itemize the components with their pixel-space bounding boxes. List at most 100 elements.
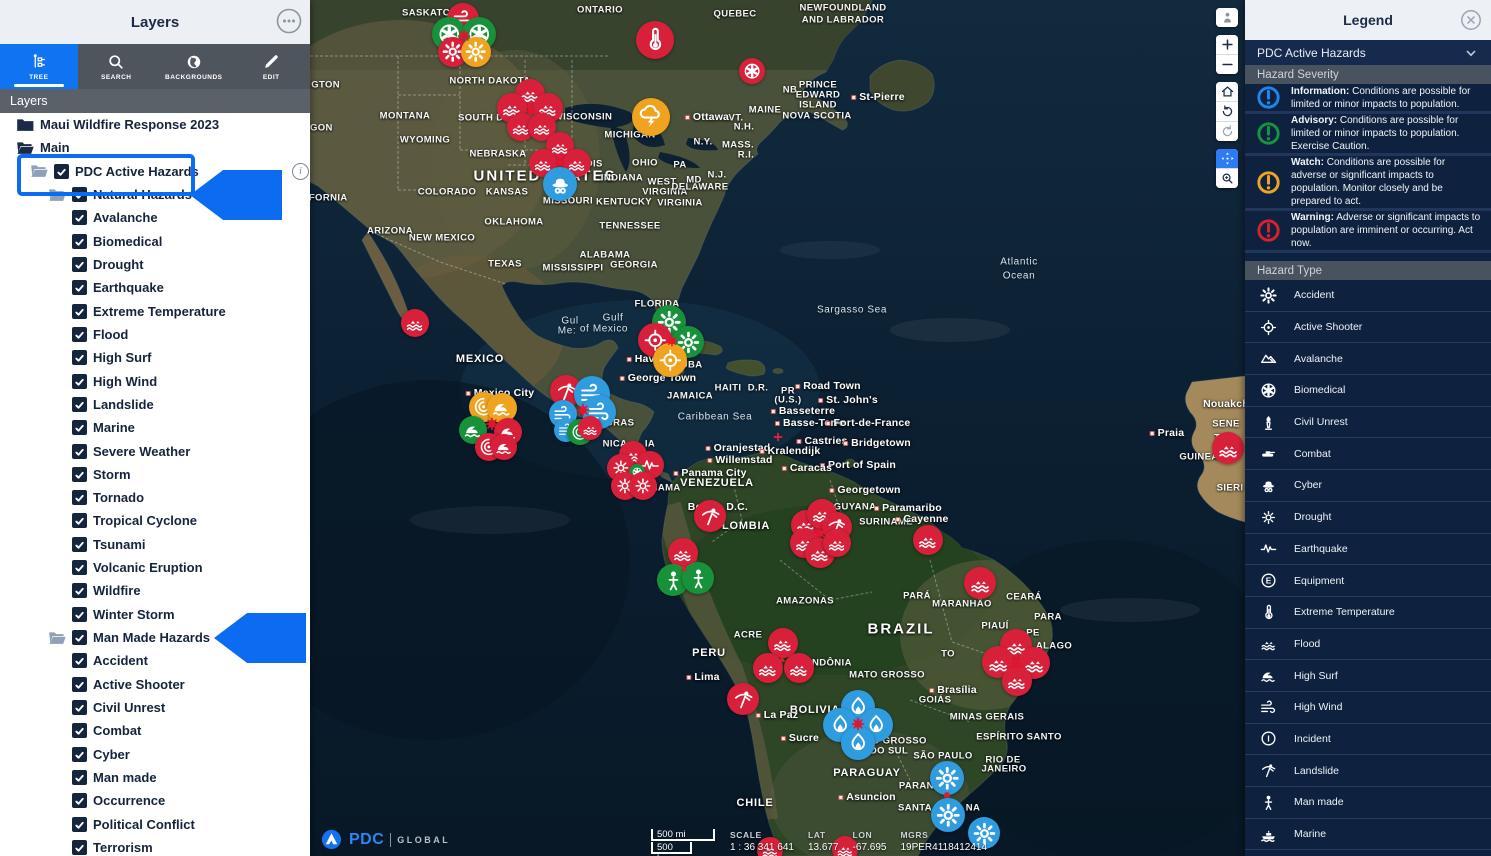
tree-item-extreme-temperature[interactable]: Extreme Temperature [0,300,310,323]
pan-button[interactable] [1216,149,1238,168]
checkbox[interactable] [72,513,87,529]
checkbox[interactable] [72,769,87,785]
tree-item-maui-wildfire-response-2023[interactable]: Maui Wildfire Response 2023 [0,113,310,136]
map-marker-cluster[interactable] [812,525,828,541]
map-marker-severe-weather[interactable] [632,98,670,136]
tree-item-cyber[interactable]: Cyber [0,742,310,765]
home-button[interactable] [1216,82,1238,101]
tree-item-drought[interactable]: Drought [0,253,310,276]
tree-item-severe-weather[interactable]: Severe Weather [0,439,310,462]
map-marker-cluster[interactable] [484,416,500,432]
tab-edit[interactable]: EDIT [233,44,311,89]
tree-item-civil-unrest[interactable]: Civil Unrest [0,696,310,719]
tab-tree[interactable]: TREE [0,44,78,89]
map-marker-triangle[interactable] [777,654,787,664]
map-marker-cluster[interactable] [665,334,679,348]
map-marker-cluster[interactable] [456,28,472,44]
map-marker-high-surf[interactable] [491,434,517,460]
checkbox[interactable] [72,606,87,622]
checkbox[interactable] [72,257,87,273]
tree-item-political-conflict[interactable]: Political Conflict [0,812,310,835]
map-marker-high-surf[interactable] [459,416,487,444]
map-marker-wildfire[interactable] [841,726,875,760]
map-marker-flood[interactable] [401,309,429,337]
tab-search[interactable]: SEARCH [78,44,156,89]
close-icon[interactable] [1460,9,1482,31]
checkbox[interactable] [72,583,87,599]
person-button[interactable] [1216,8,1238,27]
checkbox[interactable] [72,560,87,576]
map-marker-flood[interactable] [964,567,996,599]
tree-item-pdc-active-hazards[interactable]: PDC Active Hazards [0,160,310,183]
checkbox[interactable] [72,303,87,319]
map-marker-landslide[interactable] [694,500,726,532]
tree-item-storm[interactable]: Storm [0,463,310,486]
map-marker-cluster[interactable] [575,402,591,418]
map-marker-flood[interactable] [823,529,851,557]
map-marker-biomedical[interactable] [739,58,765,84]
map-marker-accident[interactable] [968,817,1000,849]
map-marker-flood[interactable] [578,416,602,440]
map-marker-accident[interactable] [931,798,965,832]
map-marker-drought[interactable] [629,472,657,500]
map-canvas[interactable]: SASKATCHE ONTARIO QUEBEC NEWFOUNDLAND AND LA… [310,0,1245,856]
tree-item-wildfire[interactable]: Wildfire [0,579,310,602]
tree-item-tsunami[interactable]: Tsunami [0,533,310,556]
tree-item-accident[interactable]: Accident [0,649,310,672]
map-marker-extreme-temp[interactable] [636,21,674,59]
tree-item-tornado[interactable]: Tornado [0,486,310,509]
checkbox[interactable] [72,373,87,389]
map-marker-cyber[interactable] [543,167,577,201]
checkbox[interactable] [72,723,87,739]
undo-button[interactable] [1216,101,1238,121]
checkbox[interactable] [72,187,87,203]
map-marker-pin[interactable] [940,790,954,804]
checkbox[interactable] [72,816,87,832]
checkbox[interactable] [72,326,87,342]
map-marker-cluster[interactable] [1008,655,1024,671]
map-marker-flood[interactable] [1212,432,1244,464]
map-marker-flood[interactable] [753,653,783,683]
map-marker-flood[interactable] [832,836,858,856]
map-marker-landslide[interactable] [727,683,759,715]
zoom-area-button[interactable] [1216,168,1238,188]
checkbox[interactable] [54,163,69,179]
info-icon[interactable]: i [292,163,309,180]
map-marker-triangle[interactable] [679,563,689,573]
tree-item-terrorism[interactable]: Terrorism [0,836,310,856]
tree-item-winter-storm[interactable]: Winter Storm [0,603,310,626]
checkbox[interactable] [72,350,87,366]
map-marker-cluster[interactable] [850,716,866,732]
tree-item-occurrence[interactable]: Occurrence [0,789,310,812]
checkbox[interactable] [72,630,87,646]
checkbox[interactable] [72,210,87,226]
tree-item-high-wind[interactable]: High Wind [0,369,310,392]
legend-group-row[interactable]: PDC Active Hazards [1245,40,1491,65]
checkbox[interactable] [72,420,87,436]
map-marker-flood[interactable] [913,525,943,555]
map-marker-cluster[interactable] [553,156,567,170]
map-marker-cluster[interactable] [524,104,538,118]
tree-item-active-shooter[interactable]: Active Shooter [0,673,310,696]
map-marker-flood[interactable] [784,653,814,683]
tree-item-earthquake[interactable]: Earthquake [0,276,310,299]
checkbox[interactable] [72,676,87,692]
checkbox[interactable] [72,839,87,855]
tree-item-man-made-hazards[interactable]: Man Made Hazards [0,626,310,649]
map-marker-accident[interactable] [438,37,468,67]
tree-item-combat[interactable]: Combat [0,719,310,742]
checkbox[interactable] [72,233,87,249]
map-marker-accident[interactable] [930,761,964,795]
checkbox[interactable] [72,793,87,809]
map-marker-cross[interactable] [772,431,784,443]
checkbox[interactable] [72,699,87,715]
checkbox[interactable] [72,653,87,669]
tree-item-man-made[interactable]: Man made [0,766,310,789]
minus-button[interactable] [1216,54,1238,74]
checkbox[interactable] [72,396,87,412]
map-marker-man-made[interactable] [682,562,714,594]
tree-item-biomedical[interactable]: Biomedical [0,230,310,253]
checkbox[interactable] [72,443,87,459]
checkbox[interactable] [72,466,87,482]
tree-item-avalanche[interactable]: Avalanche [0,206,310,229]
